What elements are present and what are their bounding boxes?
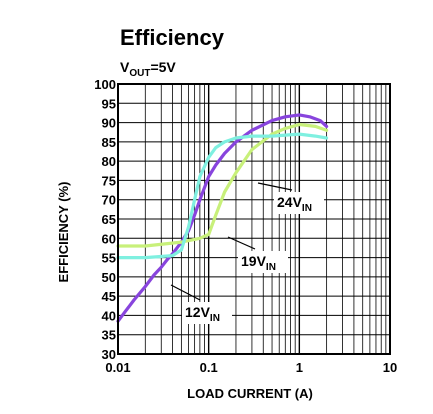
chart-subtitle: VOUT=5V bbox=[120, 59, 176, 79]
annotation-leader bbox=[227, 236, 256, 250]
series-line-24vin bbox=[116, 132, 329, 260]
y-tick-label: 40 bbox=[102, 308, 116, 323]
x-axis-label: LOAD CURRENT (A) bbox=[187, 386, 313, 401]
series-label-19vin: 19VIN bbox=[241, 253, 276, 273]
annotation-bg bbox=[238, 251, 288, 273]
y-tick-label: 60 bbox=[102, 231, 116, 246]
annotation-leader bbox=[257, 182, 293, 191]
y-axis-label: EFFICIENCY (%) bbox=[56, 182, 71, 283]
plot-series bbox=[116, 113, 329, 323]
y-tick-label: 70 bbox=[102, 193, 116, 208]
x-tick-label: 0.01 bbox=[105, 360, 130, 375]
series-label-24vin: 24VIN bbox=[277, 194, 312, 214]
plot-grid bbox=[117, 83, 390, 355]
y-tick-label: 30 bbox=[102, 347, 116, 362]
y-tick-label: 35 bbox=[102, 328, 116, 343]
series-label-12vin: 12VIN bbox=[185, 304, 220, 324]
plot-annotations: 24VIN 19VIN 12VIN bbox=[170, 182, 324, 324]
annotation-bg bbox=[182, 302, 232, 324]
annotation-leader bbox=[170, 284, 201, 301]
y-tick-label: 80 bbox=[102, 154, 116, 169]
y-tick-label: 90 bbox=[102, 116, 116, 131]
x-tick-label: 1 bbox=[296, 360, 303, 375]
y-tick-label: 65 bbox=[102, 212, 116, 227]
y-tick-label: 50 bbox=[102, 270, 116, 285]
x-tick-label: 0.1 bbox=[200, 360, 218, 375]
y-tick-label: 85 bbox=[102, 135, 116, 150]
series-line-12vin bbox=[116, 113, 329, 323]
y-tick-label: 75 bbox=[102, 173, 116, 188]
chart-title: Efficiency bbox=[120, 25, 225, 50]
x-tick-labels: 0.01 0.1 1 10 bbox=[105, 360, 397, 375]
y-tick-label: 100 bbox=[94, 77, 116, 92]
y-tick-label: 45 bbox=[102, 289, 116, 304]
plot-frame bbox=[117, 83, 391, 355]
y-tick-label: 55 bbox=[102, 251, 116, 266]
annotation-bg bbox=[274, 192, 324, 214]
y-tick-label: 95 bbox=[102, 96, 116, 111]
x-tick-label: 10 bbox=[383, 360, 397, 375]
y-tick-labels: 100 95 90 85 80 75 70 65 60 55 50 45 40 35 30 bbox=[94, 77, 116, 362]
